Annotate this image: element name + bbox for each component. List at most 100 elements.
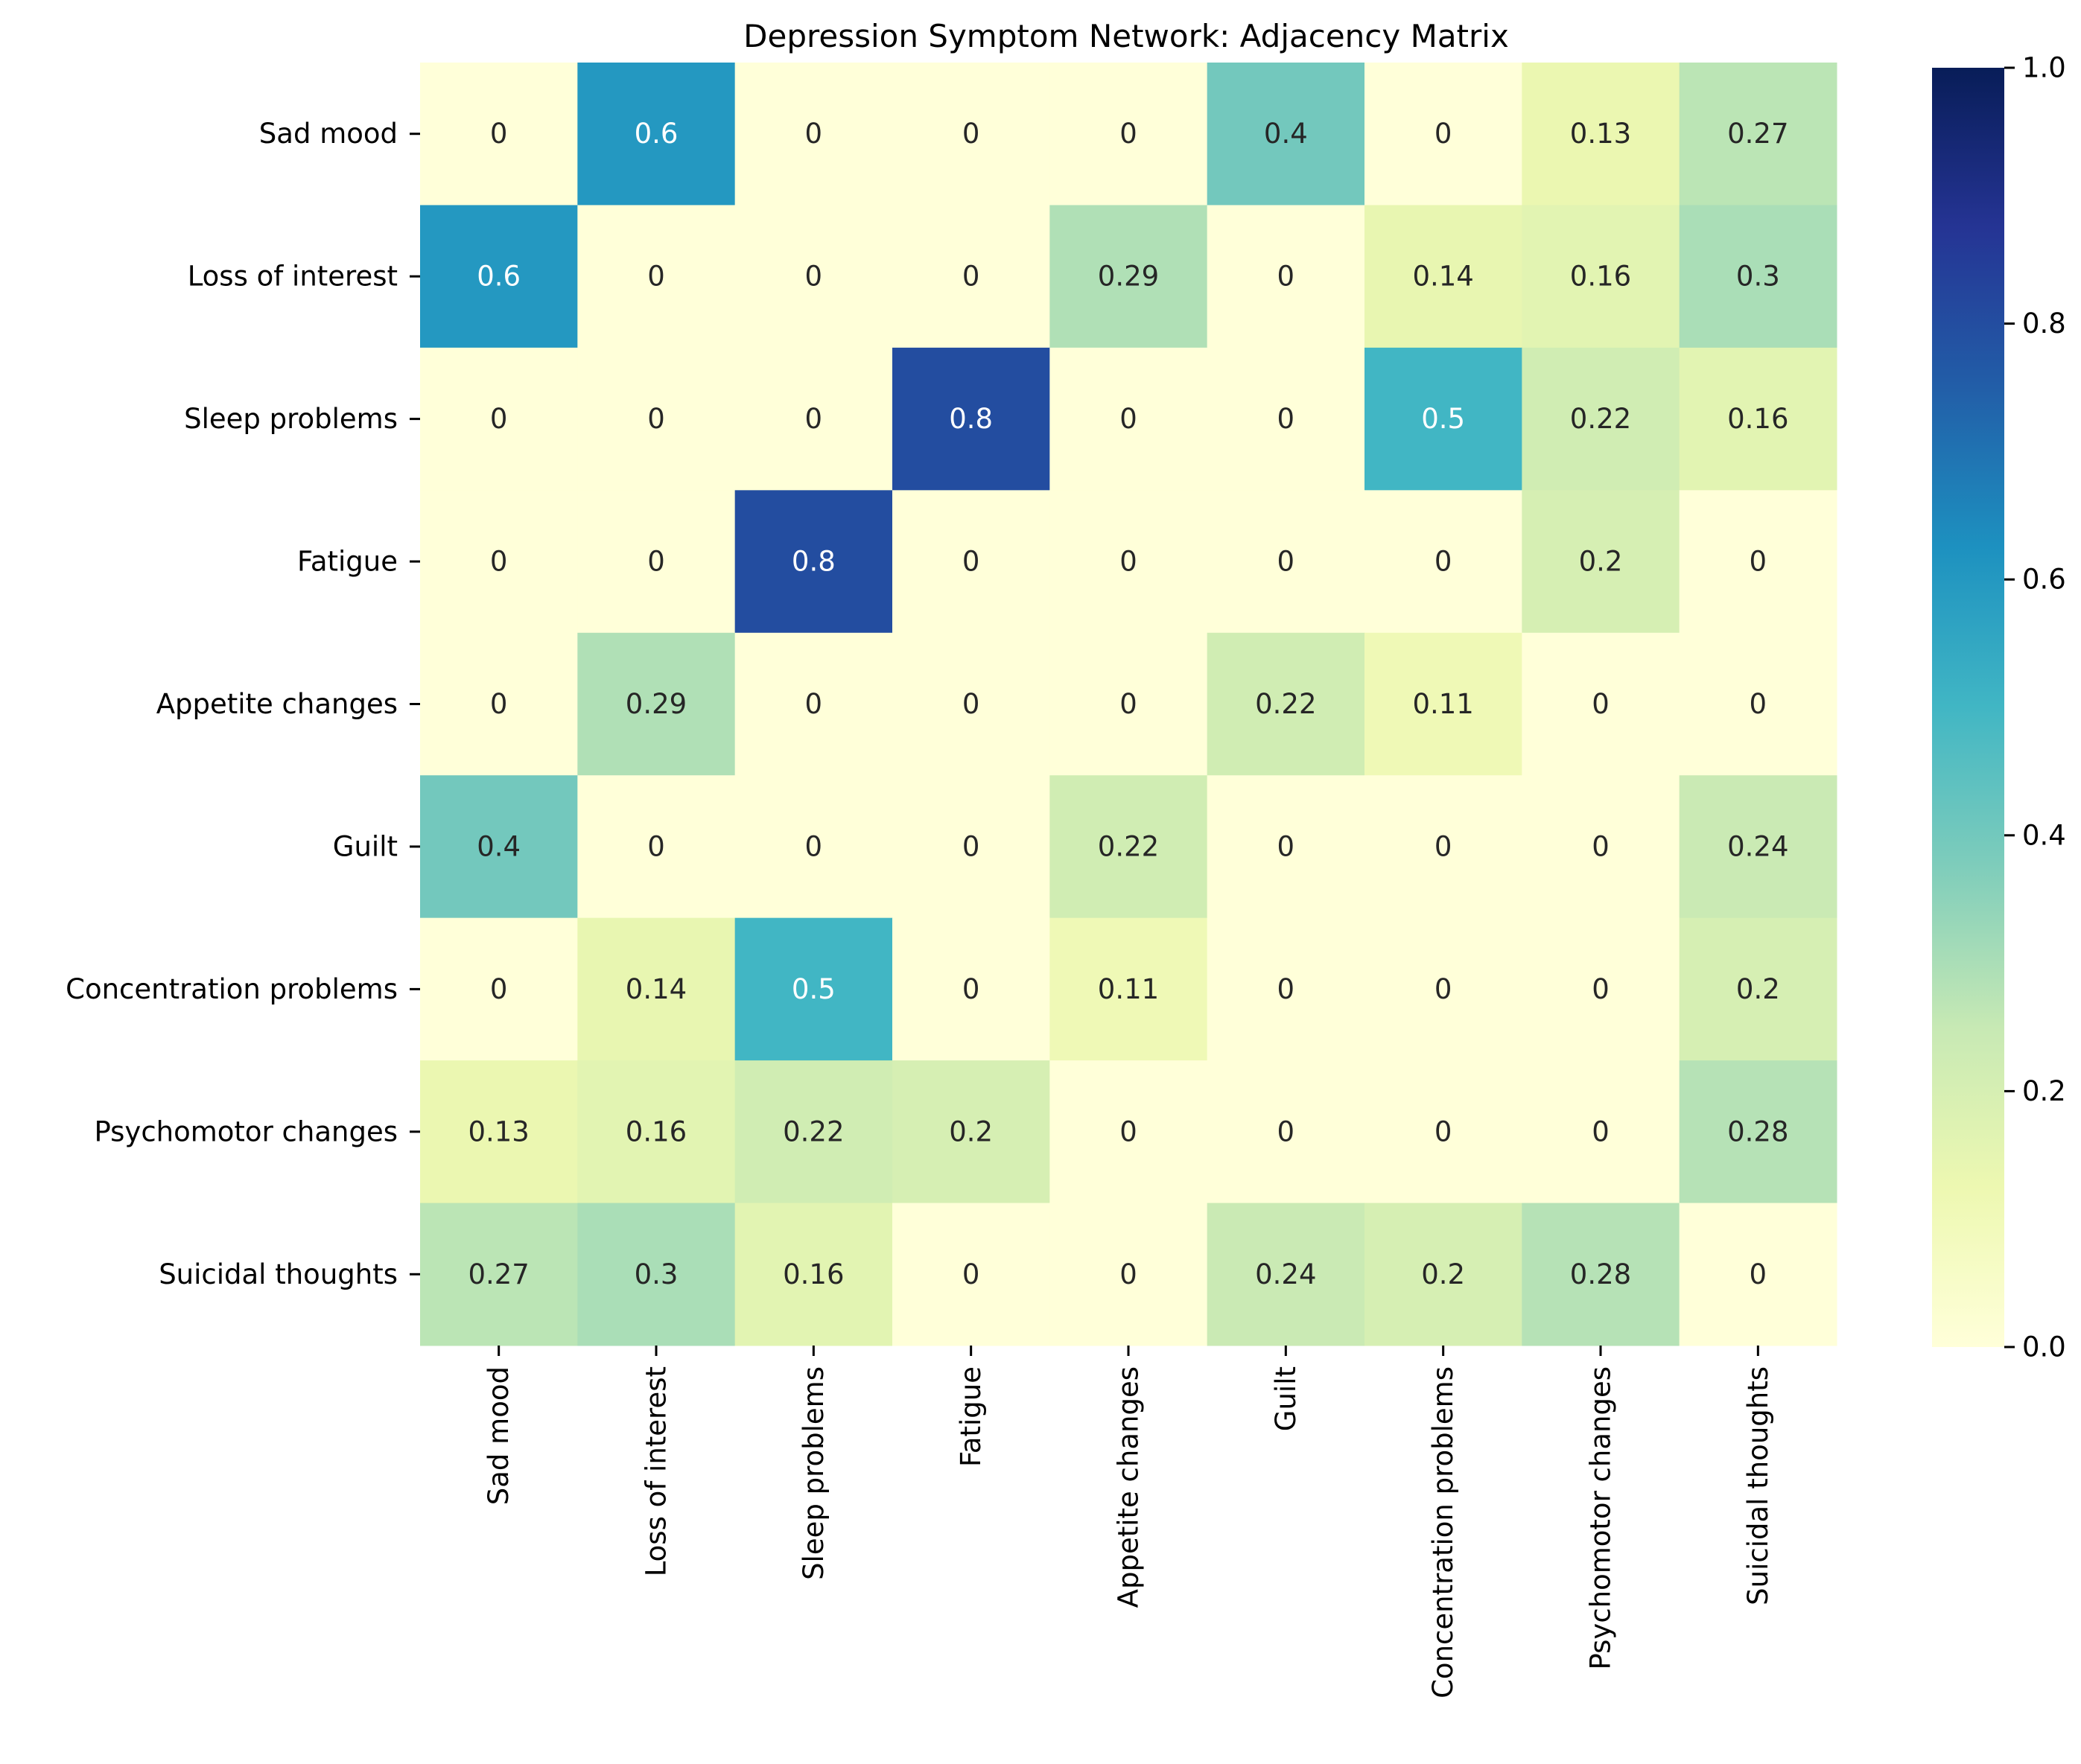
heatmap-cell — [577, 1060, 736, 1204]
heatmap-cell — [1679, 1203, 1837, 1346]
heatmap-cell — [1049, 1203, 1208, 1346]
heatmap-cell — [420, 490, 578, 634]
cell-value-label: 0 — [490, 688, 508, 720]
colorbar-axis: 0.0 0.2 0.4 0.6 0.8 1.0 — [2004, 52, 2066, 1363]
heatmap-cell — [1207, 63, 1365, 206]
cell-value-label: 0 — [962, 688, 980, 720]
heatmap-cell — [1049, 632, 1208, 776]
cell-value-label: 0.3 — [1736, 261, 1780, 293]
heatmap-cell — [1207, 775, 1365, 919]
colorbar-tick-label: 0.6 — [2022, 564, 2066, 596]
heatmap-cell — [734, 347, 893, 491]
heatmap-cell — [892, 1060, 1050, 1204]
y-tick-label: Concentration problems — [66, 973, 398, 1005]
cell-value-label: 0.6 — [635, 118, 679, 150]
cell-value-label: 0 — [1750, 1258, 1767, 1290]
heatmap-cell — [1522, 775, 1680, 919]
heatmap-cell — [1679, 205, 1837, 348]
cell-value-label: 0 — [805, 403, 823, 435]
heatmap-cell — [420, 205, 578, 348]
heatmap-cell — [1049, 917, 1208, 1061]
heatmap-cell — [1207, 490, 1365, 634]
cell-value-label: 0 — [1277, 830, 1295, 862]
cell-value-label: 0 — [1435, 118, 1452, 150]
x-tick-label: Appetite changes — [1113, 1366, 1145, 1608]
cell-value-label: 0 — [1119, 118, 1137, 150]
cell-value-label: 0.4 — [477, 830, 521, 862]
heatmap-cell — [1679, 490, 1837, 634]
heatmap-cell — [734, 775, 893, 919]
cell-value-label: 0.5 — [1421, 403, 1465, 435]
heatmap-cell — [1364, 1203, 1522, 1346]
cell-value-label: 0 — [1277, 1115, 1295, 1147]
heatmap-cell — [1364, 1060, 1522, 1204]
cell-value-label: 0.11 — [1098, 973, 1159, 1005]
cell-value-label: 0.5 — [792, 973, 836, 1005]
cell-value-label: 0 — [962, 118, 980, 150]
heatmap-cell — [420, 917, 578, 1061]
cell-value-label: 0.8 — [949, 403, 993, 435]
cell-value-label: 0 — [805, 688, 823, 720]
heatmap-cell — [892, 632, 1050, 776]
heatmap-cell — [1207, 632, 1365, 776]
heatmap-cell — [1207, 917, 1365, 1061]
cell-value-label: 0.28 — [1727, 1115, 1788, 1147]
heatmap-cell — [577, 775, 736, 919]
heatmap-cell — [734, 1203, 893, 1346]
heatmap-cell — [577, 1203, 736, 1346]
heatmap-cell — [1207, 1203, 1365, 1346]
cell-value-label: 0.29 — [1098, 261, 1159, 293]
heatmap-cell — [1364, 63, 1522, 206]
cell-value-label: 0 — [1750, 688, 1767, 720]
cell-value-label: 0.27 — [1727, 118, 1788, 150]
heatmap-cell — [420, 1060, 578, 1204]
colorbar-tick-label: 0.2 — [2022, 1075, 2066, 1107]
cell-value-label: 0 — [962, 830, 980, 862]
heatmap-cell — [577, 205, 736, 348]
heatmap-cell — [892, 347, 1050, 491]
x-tick-label: Suicidal thoughts — [1742, 1366, 1774, 1605]
cell-value-label: 0 — [805, 830, 823, 862]
heatmap-cell — [734, 205, 893, 348]
cell-value-label: 0 — [1119, 1115, 1137, 1147]
cell-value-label: 0.22 — [1255, 688, 1316, 720]
heatmap-cell — [1679, 1060, 1837, 1204]
x-tick-label: Guilt — [1270, 1366, 1302, 1431]
cell-value-label: 0 — [1592, 973, 1610, 1005]
heatmap-cell — [1049, 1060, 1208, 1204]
cell-value-label: 0 — [805, 261, 823, 293]
x-tick-label: Psychomotor changes — [1585, 1366, 1617, 1670]
y-tick-label: Psychomotor changes — [94, 1115, 398, 1147]
cell-value-label: 0.14 — [626, 973, 687, 1005]
cell-value-label: 0.28 — [1570, 1258, 1631, 1290]
cell-value-label: 0.24 — [1727, 830, 1788, 862]
x-tick-label: Sad mood — [483, 1366, 515, 1505]
cell-value-label: 0.2 — [1421, 1258, 1465, 1290]
y-tick-label: Suicidal thoughts — [159, 1258, 398, 1290]
cell-value-label: 0 — [1119, 1258, 1137, 1290]
cell-value-label: 0 — [1277, 261, 1295, 293]
cell-value-label: 0.16 — [1727, 403, 1788, 435]
x-axis: Sad mood Loss of interest Sleep problems Fa… — [483, 1346, 1774, 1698]
heatmap-cell — [1522, 205, 1680, 348]
heatmap-cell — [1364, 632, 1522, 776]
cell-value-label: 0.16 — [783, 1258, 844, 1290]
cell-value-label: 0 — [647, 546, 665, 578]
x-tick-label: Fatigue — [955, 1366, 987, 1467]
y-tick-label: Fatigue — [297, 546, 398, 578]
heatmap-cells: 0 0.6 0 0 0 0.4 0 0.13 0.27 0.6 0 0 0 0.29 0 0.14 0.16 0.… — [420, 63, 1837, 1346]
y-tick-label: Appetite changes — [156, 688, 398, 720]
cell-value-label: 0 — [805, 118, 823, 150]
cell-value-label: 0 — [962, 261, 980, 293]
cell-value-label: 0.16 — [626, 1115, 687, 1147]
heatmap-cell — [1049, 205, 1208, 348]
cell-value-label: 0 — [962, 546, 980, 578]
heatmap-cell — [577, 917, 736, 1061]
cell-value-label: 0.8 — [792, 546, 836, 578]
cell-value-label: 0.2 — [949, 1115, 993, 1147]
heatmap-cell — [577, 490, 736, 634]
heatmap-cell — [892, 1203, 1050, 1346]
cell-value-label: 0 — [490, 973, 508, 1005]
heatmap-cell — [734, 632, 893, 776]
